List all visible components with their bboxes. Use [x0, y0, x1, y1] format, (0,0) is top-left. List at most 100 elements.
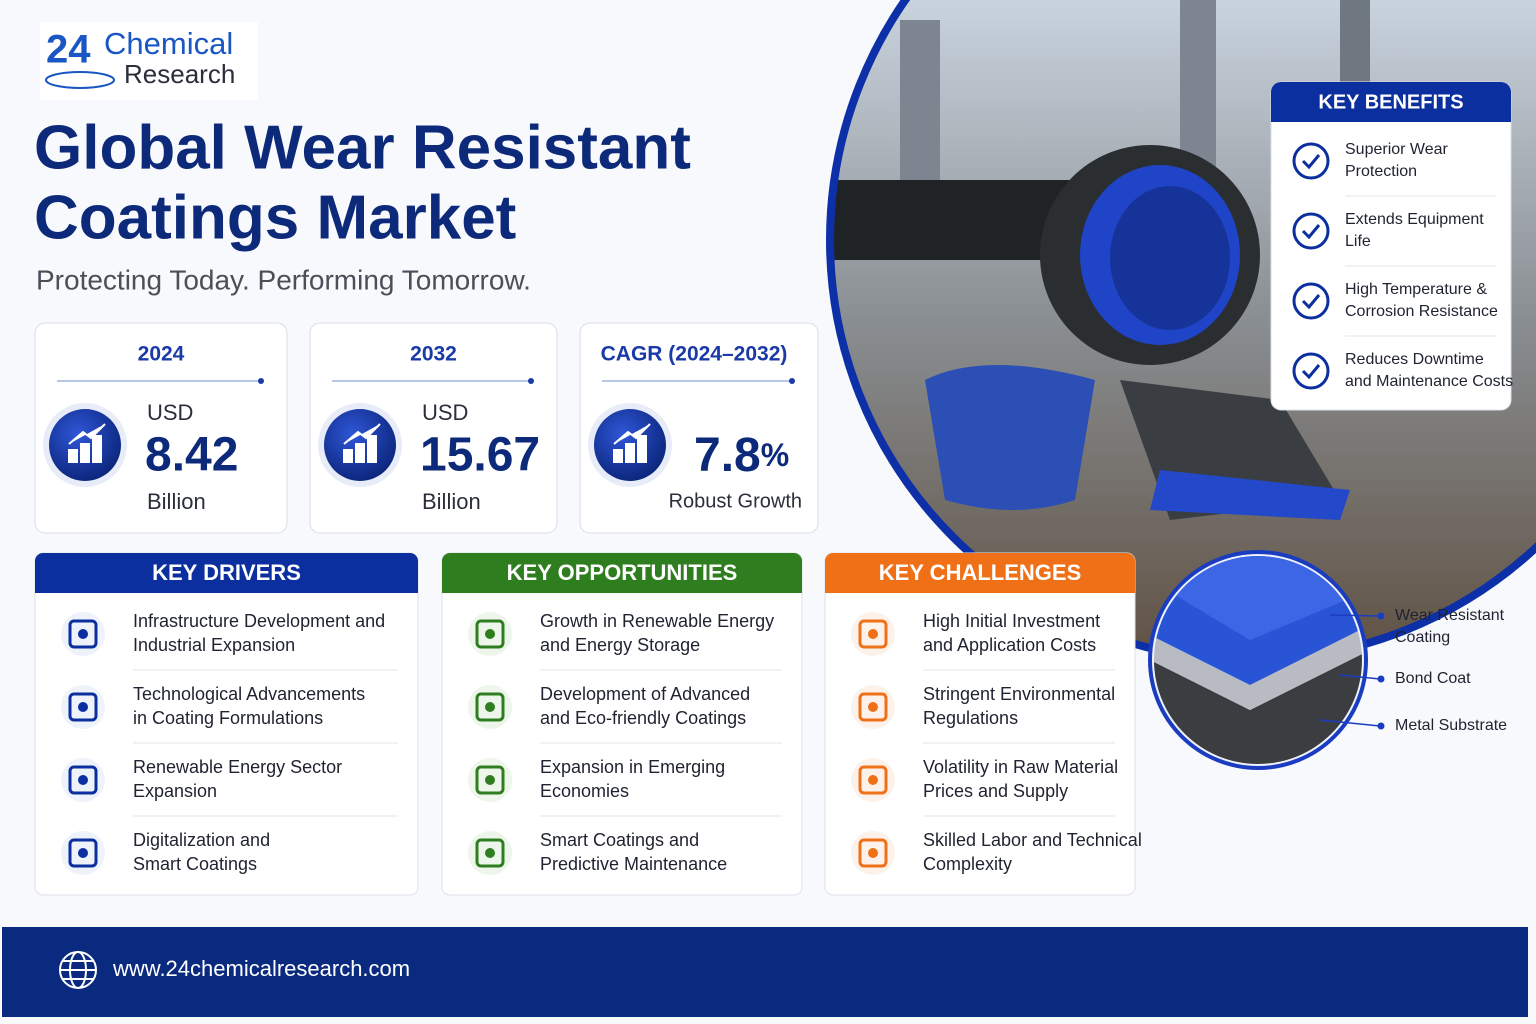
- stat-icon: [613, 423, 651, 463]
- benefit-check: [1301, 364, 1321, 380]
- logo-text: Research: [124, 59, 235, 89]
- item-icon-dot: [78, 775, 88, 785]
- logo-number: 24: [46, 28, 91, 72]
- item-icon-dot: [485, 848, 495, 858]
- item-icon-dot: [78, 848, 88, 858]
- stat-value: 7.8: [694, 429, 761, 482]
- item-text: Regulations: [923, 708, 1018, 728]
- item-text: Industrial Expansion: [133, 635, 295, 655]
- stat-dot: [528, 378, 534, 384]
- item-text: Development of Advanced: [540, 684, 750, 704]
- stat-icon: [68, 423, 106, 463]
- stat-unit: %: [761, 437, 789, 473]
- section-title: KEY OPPORTUNITIES: [507, 560, 738, 585]
- item-icon: [68, 619, 98, 649]
- benefits-header: [1271, 82, 1511, 122]
- item-icon-dot: [868, 848, 878, 858]
- benefit-icon: [1292, 352, 1330, 390]
- logo-swoosh: [45, 71, 115, 89]
- logo-text: Chemical: [104, 26, 233, 61]
- item-text: Stringent Environmental: [923, 684, 1115, 704]
- item-icon: [858, 838, 888, 868]
- item-text: Volatility in Raw Material: [923, 757, 1118, 777]
- item-icon-dot: [78, 629, 88, 639]
- stat-icon: [343, 423, 381, 463]
- benefit-text: Corrosion Resistance: [1345, 303, 1498, 320]
- item-text: Digitalization and: [133, 830, 270, 850]
- benefit-check: [1301, 224, 1321, 240]
- item-text: Expansion: [133, 781, 217, 801]
- item-icon-dot: [485, 629, 495, 639]
- item-icon-dot: [485, 775, 495, 785]
- item-text: Skilled Labor and Technical: [923, 830, 1142, 850]
- stat-note: Robust Growth: [669, 490, 802, 512]
- benefits-title: KEY BENEFITS: [1318, 91, 1463, 113]
- item-icon: [475, 765, 505, 795]
- layer-dot: [1377, 675, 1385, 683]
- stat-unit: Billion: [422, 489, 481, 514]
- item-icon: [68, 838, 98, 868]
- benefit-check: [1301, 154, 1321, 170]
- item-text: Growth in Renewable Energy: [540, 611, 774, 631]
- stat-label: 2032: [410, 343, 457, 366]
- item-icon: [475, 838, 505, 868]
- stat-label: 2024: [138, 343, 185, 366]
- item-text: Renewable Energy Sector: [133, 757, 342, 777]
- benefit-icon: [1292, 212, 1330, 250]
- benefit-text: and Maintenance Costs: [1345, 373, 1513, 390]
- section-title: KEY CHALLENGES: [879, 560, 1082, 585]
- item-text: Complexity: [923, 854, 1012, 874]
- benefit-text: Reduces Downtime: [1345, 351, 1484, 368]
- layer-dot: [1377, 722, 1385, 730]
- item-icon: [858, 765, 888, 795]
- item-text: in Coating Formulations: [133, 708, 323, 728]
- item-icon: [475, 692, 505, 722]
- benefit-check: [1301, 294, 1321, 310]
- bond-coat: [1154, 625, 1362, 710]
- item-icon: [68, 692, 98, 722]
- item-text: Expansion in Emerging: [540, 757, 725, 777]
- item-text: High Initial Investment: [923, 611, 1100, 631]
- item-icon-dot: [485, 702, 495, 712]
- item-icon: [858, 692, 888, 722]
- item-text: Infrastructure Development and: [133, 611, 385, 631]
- section-header: [35, 553, 418, 593]
- section-title: KEY DRIVERS: [152, 560, 301, 585]
- item-text: Smart Coatings and: [540, 830, 699, 850]
- item-icon-dot: [868, 775, 878, 785]
- stat-prefix: USD: [422, 400, 468, 425]
- stat-value: 8.42: [145, 429, 238, 482]
- layer-pointer: [1319, 719, 1381, 727]
- benefit-icon: [1292, 142, 1330, 180]
- stat-dot: [258, 378, 264, 384]
- stat-prefix: USD: [147, 400, 193, 425]
- footer: [2, 927, 1528, 1017]
- stat-dot: [789, 378, 795, 384]
- item-text: and Energy Storage: [540, 635, 700, 655]
- item-text: Prices and Supply: [923, 781, 1068, 801]
- stat-value-group: 7.8%: [694, 429, 789, 482]
- item-text: Economies: [540, 781, 629, 801]
- stat-unit: Billion: [147, 489, 206, 514]
- layer-label: Bond Coat: [1395, 670, 1471, 687]
- item-icon-dot: [868, 629, 878, 639]
- item-icon: [68, 765, 98, 795]
- stat-label: CAGR (2024–2032): [601, 343, 788, 366]
- layer-dot: [1377, 612, 1385, 620]
- item-text: and Eco-friendly Coatings: [540, 708, 746, 728]
- title: Coatings Market: [34, 183, 516, 252]
- layer-label: Metal Substrate: [1395, 717, 1507, 734]
- item-icon: [858, 619, 888, 649]
- benefit-text: Superior Wear: [1345, 141, 1449, 158]
- globe-icon: [59, 951, 97, 989]
- layer-label: Wear Resistant: [1395, 607, 1505, 624]
- benefit-text: Protection: [1345, 163, 1417, 180]
- layer-pointer: [1329, 614, 1381, 617]
- section-header: [442, 553, 802, 593]
- benefit-text: Extends Equipment: [1345, 211, 1484, 228]
- title: Global Wear Resistant: [34, 113, 691, 182]
- layer-pointer: [1339, 674, 1381, 680]
- item-icon-dot: [78, 702, 88, 712]
- stat-value: 15.67: [420, 429, 540, 482]
